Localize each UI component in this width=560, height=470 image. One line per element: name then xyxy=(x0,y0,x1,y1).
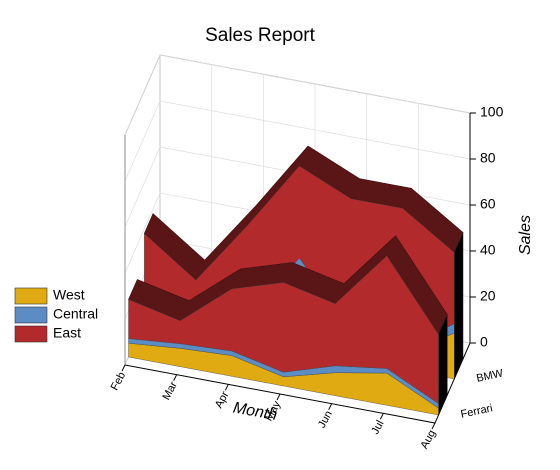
y-tick-label: 100 xyxy=(480,104,504,120)
x-tick xyxy=(173,374,178,381)
y-tick-label: 0 xyxy=(480,334,488,350)
ribbon-end xyxy=(454,232,464,380)
depth-label: Ferrari xyxy=(460,402,494,420)
x-tick-label: Feb xyxy=(109,370,129,392)
x-tick xyxy=(431,422,436,430)
x-tick-label: Aug xyxy=(418,428,438,451)
x-tick xyxy=(224,384,229,391)
x-tick-label: Mar xyxy=(160,380,180,403)
x-tick-label: Apr xyxy=(213,389,232,410)
legend-swatch xyxy=(14,325,48,343)
x-tick xyxy=(121,364,126,372)
y-tick-label: 80 xyxy=(480,150,496,166)
y-tick-label: 40 xyxy=(480,242,496,258)
x-tick xyxy=(276,393,281,401)
chart-title: Sales Report xyxy=(205,25,316,46)
legend-swatch xyxy=(14,306,48,324)
x-tick-label: Jul xyxy=(369,418,386,436)
legend-label: West xyxy=(53,287,85,303)
area-face xyxy=(128,255,439,404)
depth-label: BMW xyxy=(475,367,504,384)
legend-swatch xyxy=(14,287,48,305)
legend-label: East xyxy=(53,325,81,341)
y-tick-label: 20 xyxy=(480,288,496,304)
x-tick-label: Jun xyxy=(316,409,335,430)
y-tick-label: 60 xyxy=(480,196,496,212)
x-tick xyxy=(328,403,333,410)
legend-label: Central xyxy=(53,306,98,322)
x-tick xyxy=(379,413,384,420)
y-axis-title: Sales xyxy=(517,215,534,255)
